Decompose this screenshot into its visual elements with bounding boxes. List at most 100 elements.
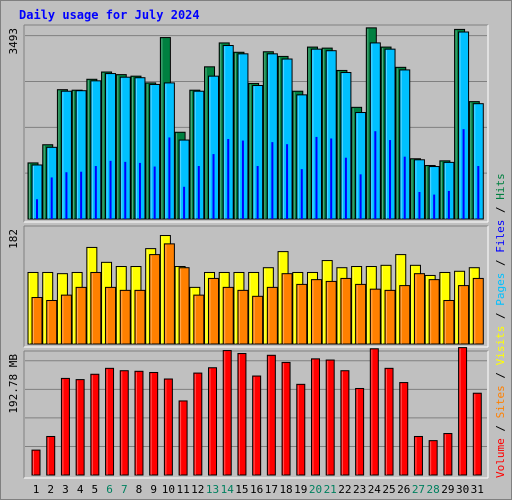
bar-pages-20 — [315, 136, 318, 219]
x-tick-labels: 1 2 3 4 5 6 7 8 9 10 11 12 13 14 15 16 17 18 19 20 21 22 23 24 2… — [33, 483, 484, 496]
bar-pages-11 — [183, 186, 186, 219]
bar-pages-9 — [153, 166, 156, 219]
bar-sites-4 — [75, 286, 87, 345]
bar-volume-25 — [384, 367, 394, 476]
legend-entry: / — [494, 200, 507, 220]
bar-sites-22 — [340, 277, 352, 345]
x-tick-label: 26 — [397, 483, 410, 496]
bar-pages-16 — [256, 166, 259, 219]
x-tick-label: 16 — [250, 483, 263, 496]
x-tick-label: 15 — [235, 483, 248, 496]
bar-sites-21 — [325, 280, 337, 345]
bar-pages-19 — [300, 169, 303, 219]
legend-entry: Hits — [494, 173, 507, 200]
bar-sites-15 — [237, 289, 249, 345]
bar-sites-31 — [472, 277, 484, 345]
bar-pages-10 — [168, 137, 171, 219]
bar-pages-30 — [462, 129, 465, 219]
bar-pages-28 — [433, 194, 436, 219]
x-tick-label: 27 — [412, 483, 425, 496]
x-tick-label: 19 — [294, 483, 307, 496]
bar-volume-23 — [355, 387, 365, 476]
x-tick-label: 14 — [221, 483, 235, 496]
bar-sites-26 — [399, 285, 411, 345]
x-tick-label: 21 — [324, 483, 337, 496]
bar-sites-23 — [355, 283, 367, 345]
bar-sites-20 — [310, 279, 322, 345]
bar-sites-5 — [90, 271, 102, 345]
bar-pages-8 — [138, 162, 141, 219]
bar-volume-12 — [193, 372, 203, 476]
bar-sites-12 — [193, 294, 205, 345]
bar-pages-25 — [389, 140, 392, 219]
x-tick-label: 2 — [47, 483, 54, 496]
x-tick-label: 4 — [77, 483, 84, 496]
x-tick-label: 9 — [150, 483, 157, 496]
x-tick-label: 22 — [338, 483, 351, 496]
x-tick-label: 18 — [279, 483, 292, 496]
bar-pages-14 — [227, 139, 230, 219]
x-tick-label: 28 — [427, 483, 440, 496]
bar-sites-16 — [252, 295, 264, 345]
legend-entry: / — [494, 418, 507, 438]
legend-entry: / — [494, 253, 507, 273]
legend-entry: / — [494, 365, 507, 385]
bar-sites-8 — [134, 289, 146, 345]
bar-volume-7 — [119, 370, 129, 476]
bar-sites-17 — [266, 286, 278, 345]
x-tick-label: 12 — [191, 483, 204, 496]
bar-volume-21 — [325, 359, 335, 476]
x-tick-label: 8 — [136, 483, 143, 496]
bar-pages-17 — [271, 142, 274, 219]
legend-entry: Pages — [494, 273, 507, 306]
legend-entry: / — [494, 306, 507, 326]
bar-sites-6 — [105, 286, 117, 345]
legend-entry: Visits — [494, 326, 507, 366]
bar-volume-8 — [134, 370, 144, 476]
x-tick-label: 25 — [382, 483, 395, 496]
bar-volume-14 — [222, 350, 232, 476]
bar-pages-29 — [447, 190, 450, 219]
bar-volume-10 — [163, 378, 173, 476]
panel-volume — [23, 347, 489, 479]
bar-pages-23 — [359, 174, 362, 219]
bar-pages-1 — [36, 199, 38, 219]
bar-pages-15 — [241, 140, 244, 219]
bar-volume-31 — [472, 392, 482, 476]
bar-volume-22 — [340, 370, 350, 476]
bar-sites-10 — [163, 243, 175, 345]
y-max-label: 192.78 MB — [7, 354, 20, 414]
bar-sites-27 — [413, 273, 425, 345]
bar-pages-31 — [477, 166, 480, 219]
x-tick-label: 20 — [309, 483, 322, 496]
y-max-label: 182 — [7, 229, 20, 249]
x-tick-label: 5 — [92, 483, 99, 496]
bar-sites-19 — [296, 283, 308, 345]
bar-volume-2 — [46, 435, 56, 476]
bar-pages-7 — [124, 161, 127, 219]
bar-pages-13 — [212, 154, 215, 219]
x-tick-label: 31 — [471, 483, 484, 496]
chart-title: Daily usage for July 2024 — [19, 8, 200, 22]
y-max-label: 3493 — [7, 28, 20, 55]
x-tick-label: 3 — [62, 483, 69, 496]
legend: Volume / Sites / Visits / Pages / Files … — [494, 173, 507, 478]
bar-sites-11 — [178, 267, 190, 345]
bar-volume-26 — [399, 382, 409, 476]
bar-volume-16 — [252, 375, 262, 476]
x-tick-label: 6 — [106, 483, 113, 496]
bar-sites-13 — [208, 277, 220, 345]
bar-sites-7 — [119, 289, 131, 345]
bar-pages-24 — [374, 131, 377, 219]
x-tick-label: 29 — [441, 483, 454, 496]
bar-volume-27 — [413, 435, 423, 476]
bar-pages-22 — [344, 157, 347, 219]
bar-pages-21 — [330, 138, 333, 219]
bar-volume-5 — [90, 373, 100, 476]
bar-pages-27 — [418, 191, 421, 219]
x-tick-label: 17 — [265, 483, 278, 496]
bar-pages-2 — [50, 177, 53, 219]
x-tick-label: 1 — [33, 483, 40, 496]
panel-visits-sites — [23, 225, 489, 348]
